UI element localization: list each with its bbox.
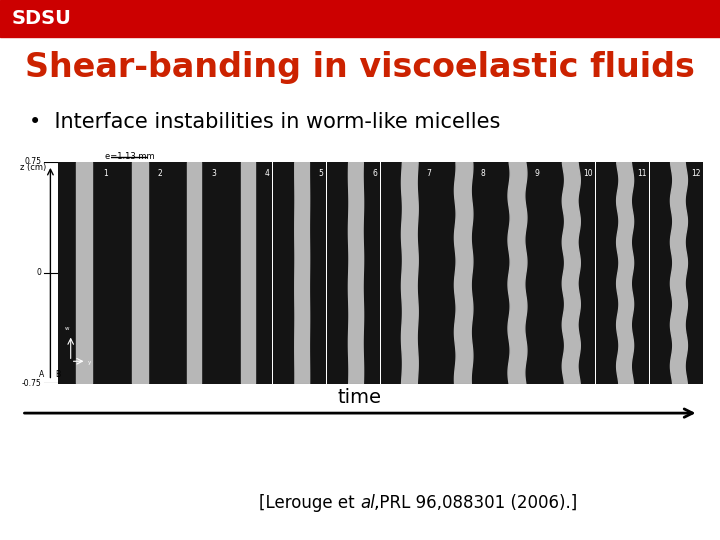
Text: w: w [65, 326, 69, 331]
Text: 8: 8 [480, 168, 485, 178]
Text: 11: 11 [637, 168, 647, 178]
Text: Shear-banding in viscoelastic fluids: Shear-banding in viscoelastic fluids [25, 51, 695, 84]
Text: z (cm): z (cm) [20, 163, 46, 172]
Text: A: A [39, 370, 45, 379]
Text: ,PRL 96,088301 (2006).]: ,PRL 96,088301 (2006).] [374, 494, 577, 512]
Text: 0: 0 [37, 268, 42, 277]
Text: •  Interface instabilities in worm-like micelles: • Interface instabilities in worm-like m… [29, 111, 500, 132]
Text: e=1.13 mm: e=1.13 mm [105, 152, 155, 161]
Text: time: time [338, 388, 382, 408]
Text: B: B [55, 370, 60, 379]
Text: [Lerouge et: [Lerouge et [259, 494, 360, 512]
Text: 1: 1 [104, 168, 109, 178]
Text: y: y [87, 360, 91, 365]
Text: al.: al. [360, 494, 380, 512]
Text: 4: 4 [265, 168, 270, 178]
Text: 3: 3 [211, 168, 216, 178]
Text: -0.75: -0.75 [22, 379, 42, 388]
Text: 0.75: 0.75 [24, 158, 42, 166]
Text: 2: 2 [158, 168, 162, 178]
Text: 6: 6 [373, 168, 377, 178]
Text: 9: 9 [534, 168, 539, 178]
Text: 10: 10 [583, 168, 593, 178]
Text: 5: 5 [319, 168, 324, 178]
Text: SDSU: SDSU [12, 9, 71, 28]
Text: 7: 7 [426, 168, 431, 178]
Text: 12: 12 [691, 168, 701, 178]
